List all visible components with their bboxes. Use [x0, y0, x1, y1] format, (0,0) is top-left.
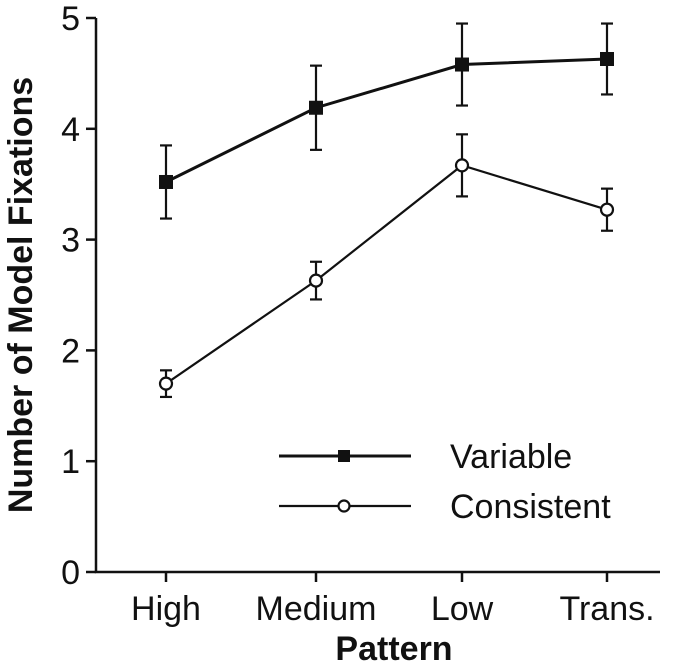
x-tick-label: Low: [431, 590, 494, 628]
ticks: 0 1 2 3 4 5 High Medium Low Trans.: [61, 0, 654, 628]
series-variable: [159, 22, 614, 220]
y-tick-label: 3: [61, 222, 80, 260]
series-consistent: [158, 133, 615, 399]
legend: Variable Consistent: [279, 438, 611, 526]
legend-label: Variable: [450, 438, 572, 476]
y-axis-title: Number of Model Fixations: [2, 77, 40, 513]
data-point-circle: [308, 273, 324, 288]
data-point-circle: [454, 158, 470, 173]
data-point-circle: [599, 202, 615, 217]
axes: [94, 18, 660, 574]
x-axis-title: Pattern: [335, 630, 452, 668]
y-tick-label: 4: [61, 111, 80, 149]
legend-label: Consistent: [450, 488, 611, 526]
data-point-square: [309, 100, 323, 115]
data-point-square: [159, 174, 173, 189]
y-tick-label: 2: [61, 332, 80, 370]
legend-item-variable: Variable: [279, 438, 572, 476]
legend-marker-square: [338, 450, 350, 462]
data-point-square: [600, 51, 614, 66]
x-tick-label: High: [131, 590, 201, 628]
legend-marker-circle: [337, 499, 351, 513]
series-line: [165, 57, 608, 184]
x-tick-label: Medium: [256, 590, 377, 628]
data-point-square: [455, 57, 469, 72]
series-line: [165, 164, 608, 385]
x-tick-label: Trans.: [559, 590, 654, 628]
y-tick-label: 5: [61, 0, 80, 38]
y-tick-label: 1: [61, 443, 80, 481]
y-tick-label: 0: [61, 554, 80, 592]
series: [158, 22, 615, 399]
data-point-circle: [158, 376, 174, 391]
legend-item-consistent: Consistent: [279, 488, 611, 526]
